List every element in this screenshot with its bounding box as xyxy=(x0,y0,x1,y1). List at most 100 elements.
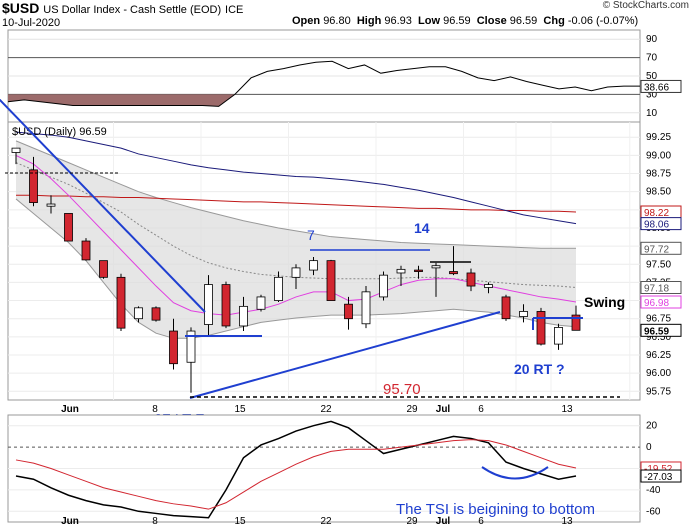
candle-up xyxy=(274,276,283,301)
price-x-label: 22 xyxy=(320,404,332,415)
candle-up xyxy=(239,305,248,327)
tsi-tick-label: 20 xyxy=(646,421,658,432)
tsi-x-label: 13 xyxy=(561,516,573,527)
candle-down xyxy=(169,330,178,365)
annotation-swing: Swing xyxy=(584,294,625,310)
annotation-14: 14 xyxy=(414,220,430,236)
price-tick-label: 97.50 xyxy=(646,259,671,270)
downtrend-line xyxy=(0,98,206,313)
ohlc-readout: Open 96.80 High 96.93 Low 96.59 Close 96… xyxy=(292,15,638,27)
tsi-x-label: 15 xyxy=(234,516,246,527)
price-right-box xyxy=(640,280,682,294)
tsi-tick-label: 0 xyxy=(646,442,652,453)
price-x-label: 6 xyxy=(478,404,484,415)
close-value: 96.59 xyxy=(509,15,538,27)
tsi-x-label: 22 xyxy=(320,516,332,527)
candle-down xyxy=(449,271,458,275)
tsi-tick-label: -60 xyxy=(646,506,661,517)
tsi-x-label: 29 xyxy=(406,516,418,527)
high-label: High xyxy=(356,15,382,27)
low-value: 96.59 xyxy=(443,15,471,27)
candle-down xyxy=(466,272,476,287)
candle-down xyxy=(571,314,581,331)
price-tick-label: 98.75 xyxy=(646,169,671,180)
rsi-current-box xyxy=(640,79,682,93)
candle-down xyxy=(221,284,231,327)
price-tick-label: 96.00 xyxy=(646,368,671,379)
tsi-right-label: -27.03 xyxy=(644,472,673,483)
annotation-7: 7 xyxy=(307,227,315,243)
candle-up xyxy=(256,296,266,310)
header-symbol: $USD xyxy=(2,0,40,16)
candle-up xyxy=(554,327,563,345)
price-right-box xyxy=(640,217,682,231)
candle-down xyxy=(414,269,423,272)
price-x-label: 13 xyxy=(561,404,573,415)
candle-up xyxy=(484,284,493,288)
candle-up xyxy=(396,268,406,274)
price-x-label: 29 xyxy=(406,404,418,415)
price-right-label: 98.06 xyxy=(644,220,669,231)
price-tick-label: 99.00 xyxy=(646,150,671,161)
low-label: Low xyxy=(418,15,441,27)
header-name: US Dollar Index - Cash Settle (EOD) xyxy=(43,4,222,16)
tsi-right-label: -19.52 xyxy=(644,464,673,475)
candle-up xyxy=(186,330,196,363)
candle-up xyxy=(519,311,528,317)
price-tick-label: 96.75 xyxy=(646,314,671,325)
price-tick-label: 96.25 xyxy=(646,350,671,361)
tsi-x-label: 6 xyxy=(478,516,484,527)
rsi-oversold-fill xyxy=(8,94,235,107)
tsi-bottom-arc xyxy=(481,466,549,480)
candle-up xyxy=(379,274,388,298)
tsi-x-label: 8 xyxy=(152,516,158,527)
rsi-tick-label: 30 xyxy=(646,89,658,100)
annotation-9570: 95.70 xyxy=(383,381,421,398)
candle-down xyxy=(64,213,73,242)
candle-up xyxy=(134,307,143,320)
rsi-line xyxy=(7,60,640,107)
chg-label: Chg xyxy=(543,15,565,27)
bollinger-lower xyxy=(15,198,577,339)
bollinger-mid xyxy=(15,162,577,288)
uptrend-line xyxy=(189,311,501,399)
tsi-x-label: Jul xyxy=(436,516,451,527)
high-value: 96.93 xyxy=(384,15,412,27)
watermark: © StockCharts.com xyxy=(602,0,689,11)
tsi-right-box xyxy=(640,469,682,483)
rsi-tick-label: 90 xyxy=(646,34,658,45)
price-tick-label: 95.75 xyxy=(646,386,671,397)
price-right-box xyxy=(640,241,682,255)
tsi-signal-line xyxy=(15,439,577,510)
open-value: 96.80 xyxy=(323,15,351,27)
candle-down xyxy=(116,276,126,329)
price-right-box xyxy=(640,295,682,309)
candle-down xyxy=(326,260,336,301)
price-x-label: Jul xyxy=(436,404,451,415)
candle-down xyxy=(501,296,511,320)
ma-mid-line xyxy=(15,131,577,225)
tsi-caption: The TSI is beigining to bottom xyxy=(396,501,595,518)
candle-down xyxy=(151,307,161,321)
price-right-label: 97.72 xyxy=(644,244,669,255)
tsi-line xyxy=(15,420,577,519)
candle-up xyxy=(431,265,441,269)
candle-down xyxy=(99,260,108,278)
price-tick-label: 96.50 xyxy=(646,332,671,343)
tsi-x-label: Jun xyxy=(61,516,79,527)
candle-up xyxy=(11,147,21,153)
rsi-tick-label: 70 xyxy=(646,53,658,64)
rsi-tick-label: 50 xyxy=(646,71,658,82)
candle-down xyxy=(29,169,38,203)
candle-up xyxy=(309,260,318,271)
candle-down xyxy=(344,303,353,320)
price-right-label: 96.59 xyxy=(644,326,669,337)
tsi-tick-label: -40 xyxy=(646,485,661,496)
price-panel-title: $USD (Daily) 96.59 xyxy=(12,126,107,138)
price-tick-label: 98.50 xyxy=(646,187,671,198)
ma-long-line xyxy=(16,194,577,213)
price-x-label: 8 xyxy=(152,404,158,415)
open-label: Open xyxy=(292,15,321,27)
price-right-box xyxy=(640,323,682,337)
